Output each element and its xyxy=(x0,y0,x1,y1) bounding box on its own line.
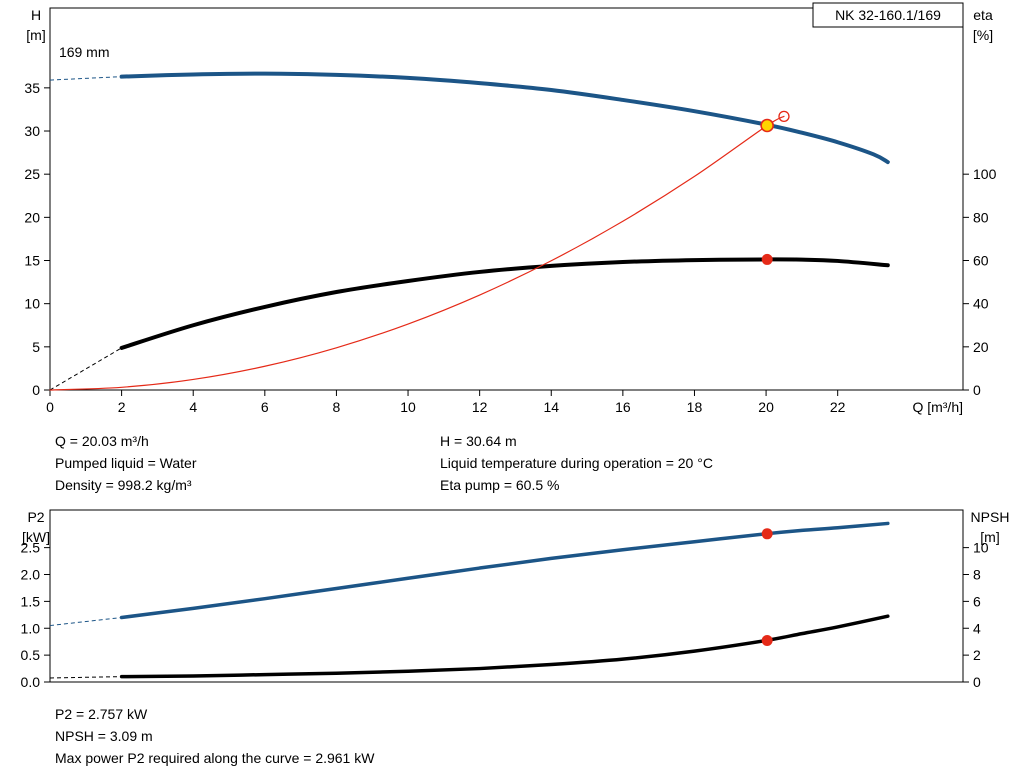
npsh-readout: NPSH = 3.09 m xyxy=(55,728,153,744)
x-tick-label: 8 xyxy=(333,399,341,415)
x-tick-label: 16 xyxy=(615,399,631,415)
efficiency-point xyxy=(761,253,773,265)
x-tick-label: 20 xyxy=(758,399,774,415)
max-power-readout: Max power P2 required along the curve = … xyxy=(55,750,375,766)
y-right-tick-label: 0 xyxy=(973,382,981,398)
x-tick-label: 22 xyxy=(830,399,846,415)
y-left-tick-label: 0.5 xyxy=(21,647,41,663)
y-left-tick-label: 1.0 xyxy=(21,620,41,636)
p2-readout: P2 = 2.757 kW xyxy=(55,706,148,722)
head-curve xyxy=(119,71,890,165)
x-tick-label: 10 xyxy=(400,399,416,415)
y-right-tick-label: 40 xyxy=(973,296,989,312)
x-tick-label: 2 xyxy=(118,399,126,415)
y-left-tick-label: 5 xyxy=(32,339,40,355)
x-tick-label: 6 xyxy=(261,399,269,415)
y-left-tick-label: 25 xyxy=(24,166,40,182)
hq-eta-chart: 0 2 4 6 8 10 12 14 16 18 20 22 0 5 10 15 20 25 30 35 0 20 40 60… xyxy=(24,2,997,415)
pumped-liquid: Pumped liquid = Water xyxy=(55,455,197,471)
duty-info-left: Q = 20.03 m³/h Pumped liquid = Water Den… xyxy=(55,430,197,496)
y-right-tick-label: 8 xyxy=(973,567,981,583)
y-right-tick-label: 60 xyxy=(973,253,989,269)
efficiency-curve-dashed xyxy=(49,347,122,391)
y-left-tick-label: 2.0 xyxy=(21,567,41,583)
y-right-tick-label: 6 xyxy=(973,593,981,609)
p2-point xyxy=(761,528,773,540)
x-axis-label: Q [m³/h] xyxy=(912,399,963,415)
y-right-axis-label: NPSH xyxy=(971,509,1010,525)
impeller-diameter-label: 169 mm xyxy=(59,44,110,60)
x-tick-label: 14 xyxy=(543,399,559,415)
y-left-tick-label: 10 xyxy=(24,296,40,312)
y-left-axis-label: P2 xyxy=(27,509,44,525)
y-right-tick-label: 100 xyxy=(973,166,997,182)
duty-parabola xyxy=(49,115,785,391)
eta-pump-readout: Eta pump = 60.5 % xyxy=(440,477,560,493)
y-right-tick-label: 10 xyxy=(973,540,989,556)
y-right-axis-label: eta xyxy=(973,7,993,23)
power-info: P2 = 2.757 kW NPSH = 3.09 m Max power P2… xyxy=(55,703,374,769)
head-curve-dashed xyxy=(49,76,122,81)
y-right-tick-label: 4 xyxy=(973,620,981,636)
plot-border xyxy=(49,509,964,683)
y-right-tick-label: 20 xyxy=(973,339,989,355)
y-left-tick-label: 1.5 xyxy=(21,593,41,609)
npsh-curve xyxy=(119,614,890,679)
y-left-axis-unit: [m] xyxy=(26,27,45,43)
p2-curve xyxy=(119,521,890,620)
p2-npsh-chart: 0.0 0.5 1.0 1.5 2.0 2.5 0 2 4 6 8 10 P2 [kW] NPSH [m] xyxy=(21,509,1010,690)
pump-type-label: NK 32-160.1/169 xyxy=(835,7,941,23)
y-left-axis-unit: [kW] xyxy=(22,529,50,545)
y-left-tick-label: 2.5 xyxy=(21,540,41,556)
x-tick-label: 0 xyxy=(46,399,54,415)
flow-readout: Q = 20.03 m³/h xyxy=(55,433,149,449)
y-left-tick-label: 0.0 xyxy=(21,674,41,690)
y-right-axis-unit: [%] xyxy=(973,27,993,43)
y-left-tick-label: 15 xyxy=(24,253,40,269)
pump-type-box xyxy=(812,2,964,28)
p2-curve-dashed xyxy=(49,617,122,627)
efficiency-curve xyxy=(119,257,890,350)
head-readout: H = 30.64 m xyxy=(440,433,517,449)
y-left-tick-label: 30 xyxy=(24,123,40,139)
y-right-axis-unit: [m] xyxy=(980,529,999,545)
plot-border xyxy=(49,7,964,391)
density-readout: Density = 998.2 kg/m³ xyxy=(55,477,192,493)
duty-point xyxy=(760,118,774,133)
y-right-tick-label: 2 xyxy=(973,647,981,663)
rated-point-open xyxy=(778,110,790,122)
y-left-axis-label: H xyxy=(31,7,41,23)
y-left-tick-label: 35 xyxy=(24,80,40,96)
duty-info-right: H = 30.64 m Liquid temperature during op… xyxy=(440,430,713,496)
npsh-point xyxy=(761,634,773,646)
x-tick-label: 12 xyxy=(472,399,488,415)
liquid-temperature: Liquid temperature during operation = 20… xyxy=(440,455,713,471)
y-left-tick-label: 20 xyxy=(24,209,40,225)
npsh-curve-dashed xyxy=(49,676,122,679)
y-right-tick-label: 80 xyxy=(973,209,989,225)
y-right-tick-label: 0 xyxy=(973,674,981,690)
x-tick-label: 18 xyxy=(687,399,703,415)
x-tick-label: 4 xyxy=(189,399,197,415)
y-left-tick-label: 0 xyxy=(32,382,40,398)
